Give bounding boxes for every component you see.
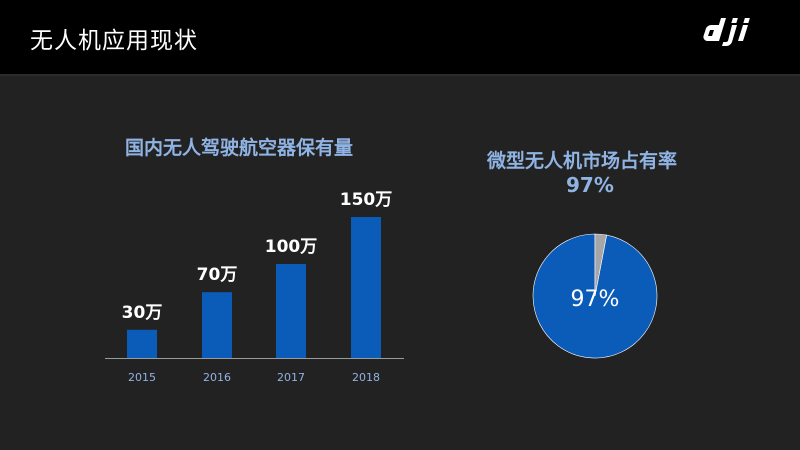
bar-chart-title: 国内无人驾驶航空器保有量 bbox=[125, 137, 354, 159]
bar-2015 bbox=[127, 329, 157, 358]
bar-2017 bbox=[276, 264, 306, 358]
header-divider bbox=[0, 74, 800, 76]
bar-data-label-2016: 70万 bbox=[197, 265, 238, 285]
x-tick-label-2017: 2017 bbox=[277, 371, 305, 384]
bar-2018 bbox=[351, 217, 381, 358]
pie-chart-title: 微型无人机市场占有率 bbox=[487, 150, 678, 172]
pie-slice-label: 97% bbox=[571, 287, 620, 312]
header-bar: 无人机应用现状 dji bbox=[0, 0, 800, 74]
bar-data-label-2015: 30万 bbox=[122, 303, 163, 323]
x-tick-label-2015: 2015 bbox=[128, 371, 156, 384]
bar-2016 bbox=[202, 292, 232, 358]
x-tick-label-2018: 2018 bbox=[352, 371, 380, 384]
page-title: 无人机应用现状 bbox=[30, 28, 198, 54]
dji-logo-icon: dji bbox=[703, 18, 750, 47]
pie-headline-value: 97% bbox=[566, 173, 614, 197]
x-tick-label-2016: 2016 bbox=[203, 371, 231, 384]
bar-data-label-2017: 100万 bbox=[265, 237, 318, 257]
bar-data-label-2018: 150万 bbox=[340, 190, 393, 210]
pie-slice-rest bbox=[594, 233, 607, 297]
